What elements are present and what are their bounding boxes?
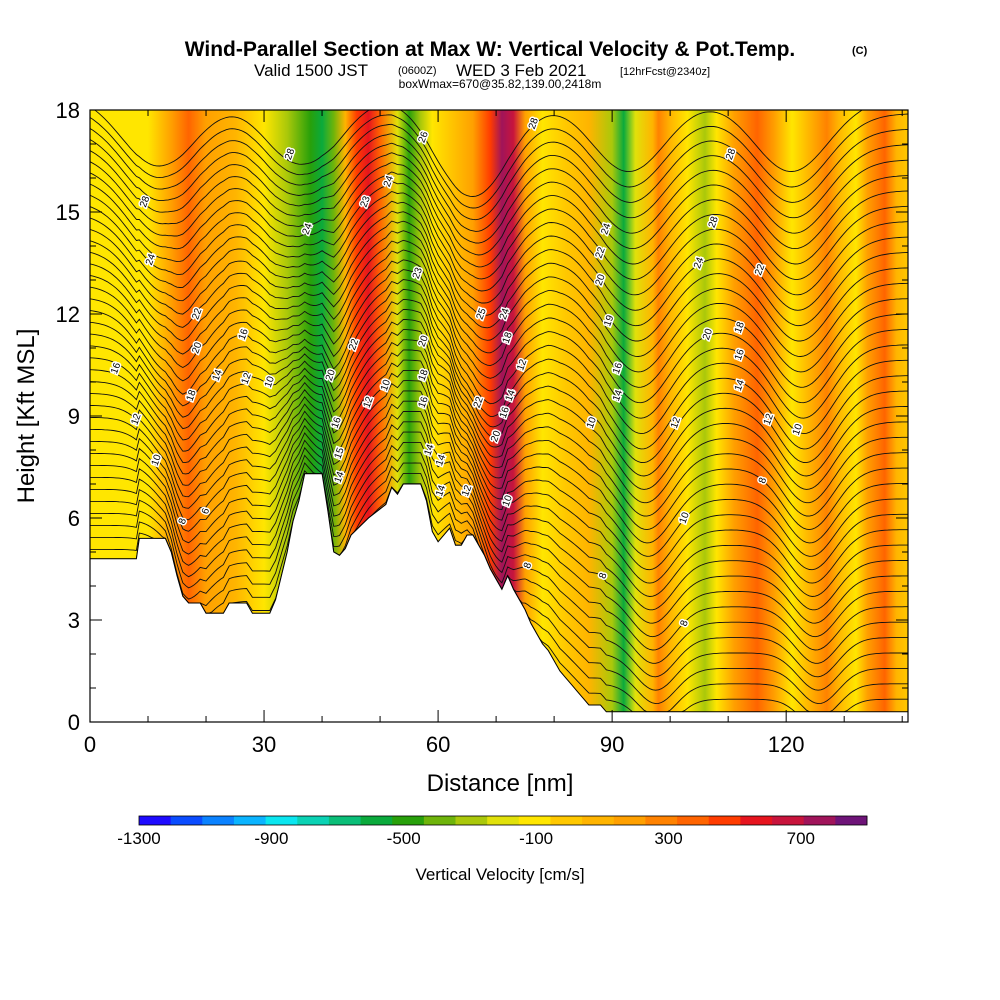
isentrope-line	[90, 380, 908, 584]
isentrope-line	[90, 181, 908, 296]
isentrope-line	[90, 298, 908, 477]
colorbar-swatch	[613, 816, 646, 825]
isentrope-line	[90, 279, 908, 450]
forecast-label: [12hrFcst@2340z]	[620, 66, 710, 78]
y-tick-label: 9	[68, 404, 80, 429]
y-tick-label: 0	[68, 710, 80, 735]
colorbar-swatch	[423, 816, 456, 825]
isentrope-line	[90, 133, 908, 232]
colorbar-swatch	[582, 816, 615, 825]
x-tick-label: 120	[768, 732, 805, 757]
isentrope-line	[90, 249, 908, 404]
chart-title: Wind-Parallel Section at Max W: Vertical…	[185, 38, 796, 61]
isentrope-line	[90, 359, 908, 557]
colorbar-swatch	[550, 816, 583, 825]
colorbar-swatch	[835, 816, 868, 825]
isentrope-line	[90, 171, 908, 280]
isentrope-line	[90, 152, 908, 256]
isentrope-line	[90, 308, 908, 490]
isentrope-line	[90, 319, 908, 504]
colorbar-tick-label: -1300	[117, 829, 160, 848]
isentrope-line	[90, 239, 908, 388]
y-tick-label: 15	[56, 200, 80, 225]
valid-date-label: WED 3 Feb 2021	[456, 61, 586, 80]
isentrope-line	[90, 142, 908, 244]
colorbar-swatch	[297, 816, 330, 825]
y-tick-label: 12	[56, 302, 80, 327]
colorbar-swatch	[487, 816, 520, 825]
isentrope-line	[90, 431, 908, 651]
isentrope-line	[90, 123, 908, 221]
x-tick-label: 90	[600, 732, 624, 757]
isentrope-line	[90, 161, 908, 268]
isentrope-line	[90, 411, 908, 624]
colorbar-swatch	[708, 816, 741, 825]
isentrope-line	[90, 421, 908, 638]
colorbar-tick-label: 300	[654, 829, 682, 848]
isentrope-line	[90, 230, 908, 373]
isentrope-line	[90, 329, 908, 517]
colorbar-swatch	[170, 816, 203, 825]
colorbar-swatch	[392, 816, 425, 825]
colorbar-tick-label: -500	[387, 829, 421, 848]
x-tick-label: 30	[252, 732, 276, 757]
axes: 0 30 60 90 120 0 3 6 9 12 15 18	[56, 98, 908, 757]
colorbar-title: Vertical Velocity [cm/s]	[415, 865, 584, 884]
isentrope-line	[94, 110, 864, 197]
copyright-mark: (C)	[852, 45, 868, 57]
colorbar-labels: -1300 -900 -500 -100 300 700	[117, 829, 815, 848]
colorbar-swatch	[803, 816, 836, 825]
colorbar-swatch	[360, 816, 393, 825]
y-tick-label: 3	[68, 608, 80, 633]
isentrope-line	[90, 210, 908, 342]
colorbar-swatch	[645, 816, 678, 825]
colorbar-swatch	[233, 816, 267, 825]
isentrope-line	[90, 369, 908, 571]
isentrope-line	[90, 349, 908, 544]
colorbar-swatch	[772, 816, 805, 825]
colorbar-swatch	[677, 816, 710, 825]
colorbar-swatch	[139, 816, 172, 825]
colorbar-swatch	[740, 816, 773, 825]
isentrope-line	[90, 200, 908, 327]
isentrope-line	[90, 339, 908, 531]
isentrope-line	[90, 220, 908, 357]
box-wmax-label: boxWmax=670@35.82,139.00,2418m	[399, 77, 602, 91]
terrain-mask	[90, 473, 908, 722]
colorbar-swatch	[518, 816, 551, 825]
isentrope-line	[90, 259, 908, 419]
x-tick-label: 0	[84, 732, 96, 757]
colorbar-swatch	[202, 816, 235, 825]
colorbar-tick-label: 700	[787, 829, 815, 848]
valid-time-label: Valid 1500 JST	[254, 61, 368, 80]
x-tick-label: 60	[426, 732, 450, 757]
y-axis-title: Height [Kft MSL]	[13, 329, 40, 504]
isentrope-line	[90, 441, 908, 664]
isentrope-line	[90, 269, 908, 435]
colorbar-swatch	[328, 816, 361, 825]
y-tick-label: 6	[68, 506, 80, 531]
colorbar-tick-label: -100	[519, 829, 553, 848]
colorbar-swatch	[455, 816, 488, 825]
colorbar-swatch	[265, 816, 298, 825]
isentrope-line	[90, 390, 908, 597]
colorbar	[138, 815, 868, 826]
valid-zulu-label: (0600Z)	[398, 65, 437, 77]
isentrope-line	[90, 113, 908, 209]
colorbar-tick-label: -900	[254, 829, 288, 848]
isentrope-line	[90, 288, 908, 464]
y-tick-label: 18	[56, 98, 80, 123]
colorbar-frame	[138, 815, 868, 826]
isentrope-line	[90, 191, 908, 311]
isentrope-line	[90, 400, 908, 611]
x-axis-title: Distance [nm]	[427, 770, 574, 797]
